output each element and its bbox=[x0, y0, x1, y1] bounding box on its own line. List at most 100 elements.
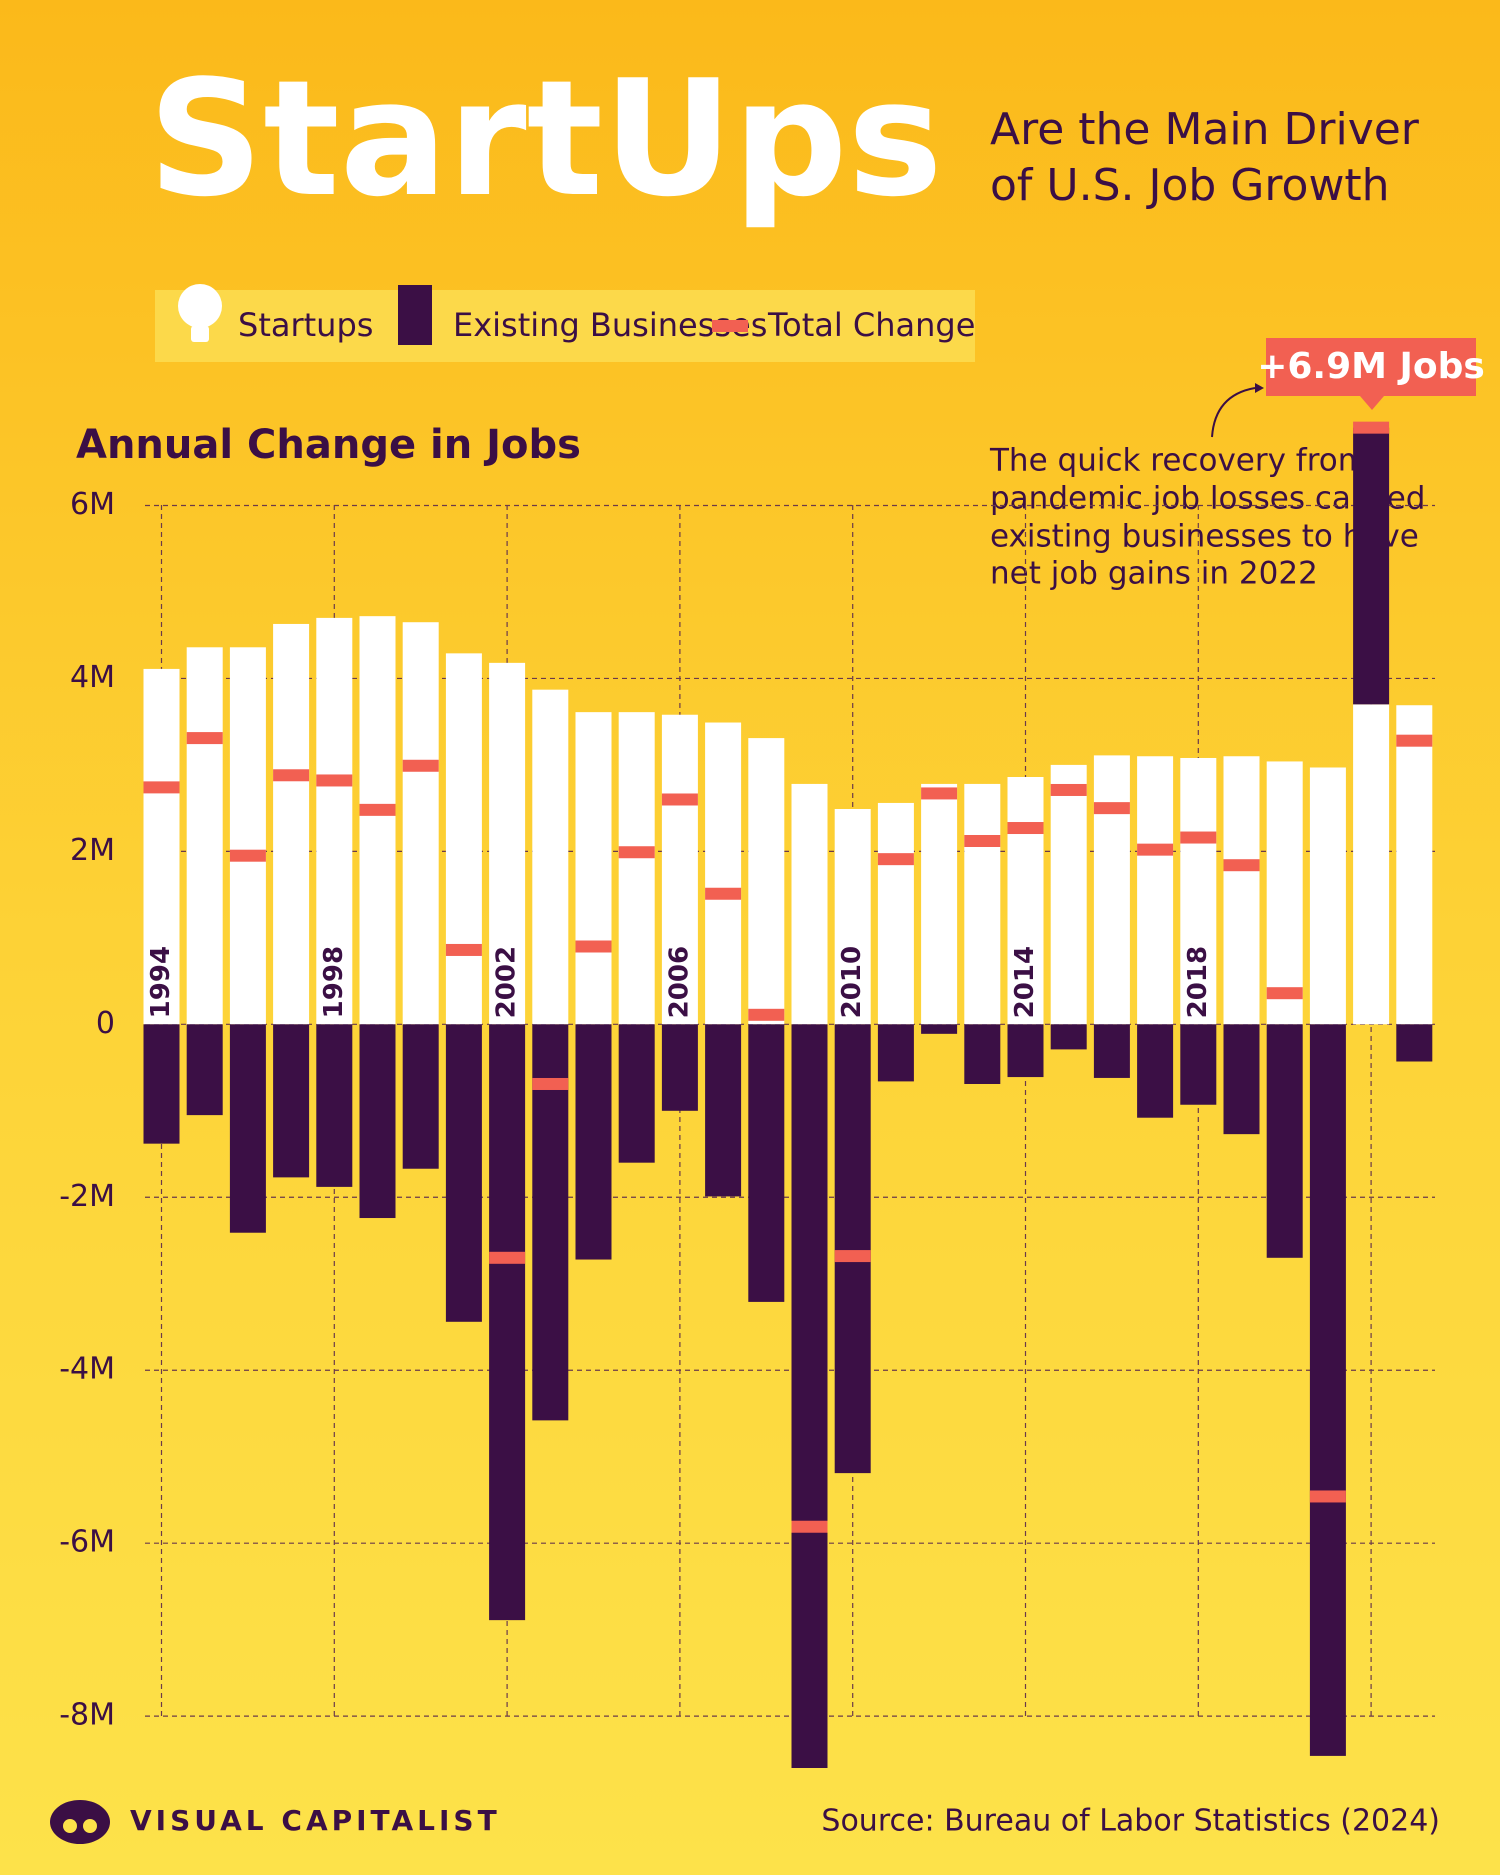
bar bbox=[1180, 1024, 1217, 1105]
total-marker bbox=[1396, 734, 1433, 747]
bar bbox=[532, 689, 569, 1025]
x-tick-label: 2018 bbox=[1183, 946, 1213, 1018]
annotation: net job gains in 2022 bbox=[990, 556, 1318, 592]
bar bbox=[1180, 757, 1217, 1025]
x-tick-label: 2006 bbox=[664, 946, 694, 1018]
bar bbox=[705, 1024, 742, 1197]
total-marker bbox=[1137, 843, 1174, 856]
bar bbox=[1266, 1024, 1303, 1258]
total-marker bbox=[618, 846, 655, 859]
total-marker bbox=[532, 1077, 569, 1090]
total-marker bbox=[186, 732, 223, 745]
legend-box bbox=[155, 290, 975, 362]
total-marker bbox=[748, 1008, 785, 1021]
total-marker bbox=[143, 781, 180, 794]
y-tick-label: -8M bbox=[59, 1698, 115, 1733]
bar bbox=[834, 808, 871, 1025]
bar bbox=[1223, 756, 1260, 1025]
bar bbox=[1309, 1024, 1346, 1756]
legend-icon bbox=[191, 326, 209, 342]
callout-box bbox=[1266, 338, 1476, 396]
total-marker bbox=[402, 759, 439, 772]
bar bbox=[229, 647, 266, 1025]
bar bbox=[402, 1024, 439, 1169]
bar bbox=[1309, 767, 1346, 1025]
bar bbox=[1223, 1024, 1260, 1135]
subtitle: Are the Main Driver bbox=[990, 104, 1420, 155]
bar bbox=[1137, 756, 1174, 1025]
total-marker bbox=[1266, 987, 1303, 1000]
bar bbox=[1396, 705, 1433, 1025]
x-tick-label: 1998 bbox=[319, 946, 349, 1018]
callout-pointer bbox=[1360, 396, 1384, 410]
total-marker bbox=[575, 940, 612, 953]
total-marker bbox=[316, 774, 353, 787]
bar bbox=[575, 1024, 612, 1260]
bar bbox=[273, 1024, 310, 1178]
axis-title: Annual Change in Jobs bbox=[76, 422, 581, 468]
bar bbox=[661, 714, 698, 1025]
y-tick-label: -4M bbox=[59, 1352, 115, 1387]
total-marker bbox=[1353, 421, 1390, 434]
bar bbox=[143, 1024, 180, 1144]
bar bbox=[489, 662, 526, 1025]
chart-title: StartUps bbox=[148, 45, 943, 232]
bar bbox=[877, 802, 914, 1025]
bar bbox=[705, 722, 742, 1025]
total-marker bbox=[445, 943, 482, 956]
y-tick-label: 4M bbox=[70, 660, 115, 695]
bar bbox=[1266, 761, 1303, 1025]
y-tick-label: 6M bbox=[70, 487, 115, 522]
bar bbox=[1137, 1024, 1174, 1118]
total-marker bbox=[1050, 783, 1087, 796]
total-marker bbox=[921, 787, 958, 800]
legend-label: Startups bbox=[238, 306, 373, 344]
bar bbox=[661, 1024, 698, 1111]
y-tick-label: 2M bbox=[70, 833, 115, 868]
bar bbox=[618, 1024, 655, 1163]
legend-icon bbox=[398, 285, 432, 345]
x-tick-label: 2002 bbox=[492, 946, 522, 1018]
total-marker bbox=[273, 769, 310, 782]
bar bbox=[143, 668, 180, 1025]
bar bbox=[402, 622, 439, 1025]
x-tick-label: 2014 bbox=[1010, 946, 1040, 1018]
total-marker bbox=[359, 803, 396, 816]
bar bbox=[575, 712, 612, 1025]
total-marker bbox=[1309, 1490, 1346, 1503]
y-tick-label: -2M bbox=[59, 1179, 115, 1214]
bar bbox=[229, 1024, 266, 1233]
source: Source: Bureau of Labor Statistics (2024… bbox=[821, 1804, 1440, 1839]
total-marker bbox=[1007, 822, 1044, 835]
bar bbox=[921, 783, 958, 1025]
legend-icon bbox=[712, 320, 748, 332]
bar bbox=[532, 1024, 569, 1421]
bar bbox=[748, 738, 785, 1025]
bar bbox=[1353, 704, 1390, 1025]
bar bbox=[445, 653, 482, 1025]
bar bbox=[359, 1024, 396, 1219]
bar bbox=[186, 647, 223, 1025]
bar bbox=[964, 783, 1001, 1025]
total-marker bbox=[877, 853, 914, 866]
bar bbox=[273, 623, 310, 1025]
bar bbox=[1353, 427, 1390, 705]
x-tick-label: 1994 bbox=[146, 946, 176, 1018]
total-marker bbox=[229, 849, 266, 862]
legend-label: Total Change bbox=[767, 306, 975, 344]
y-tick-label: 0 bbox=[96, 1006, 115, 1041]
bar bbox=[791, 1024, 828, 1768]
logo bbox=[50, 1800, 110, 1844]
bar bbox=[618, 712, 655, 1025]
total-marker bbox=[791, 1520, 828, 1533]
y-tick-label: -6M bbox=[59, 1525, 115, 1560]
total-marker bbox=[1223, 859, 1260, 872]
bar bbox=[964, 1024, 1001, 1084]
total-marker bbox=[834, 1250, 871, 1263]
bar bbox=[834, 1024, 871, 1474]
bar bbox=[748, 1024, 785, 1302]
bar bbox=[1007, 777, 1044, 1025]
total-marker bbox=[1093, 802, 1130, 815]
annotation: The quick recovery from bbox=[989, 443, 1368, 479]
